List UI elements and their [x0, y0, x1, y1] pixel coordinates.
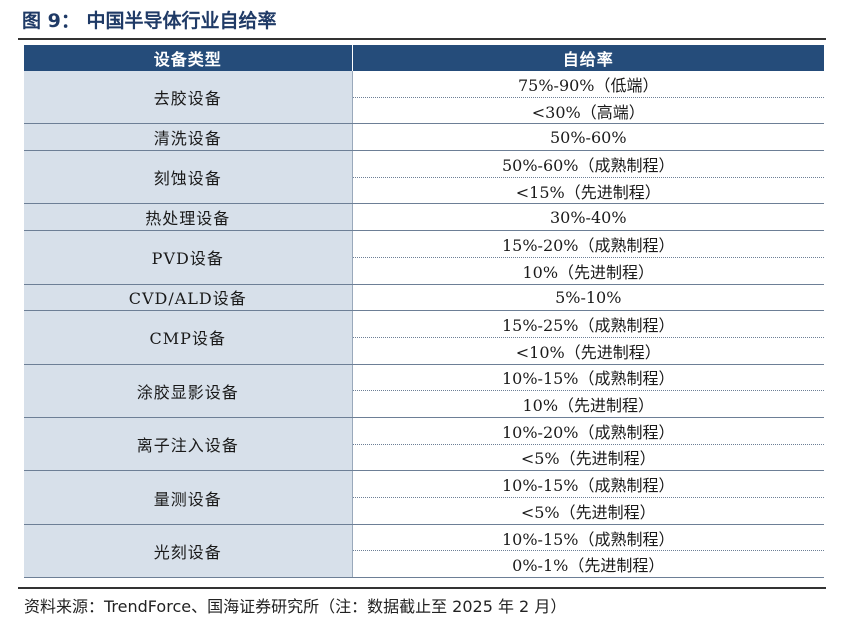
rate-cell: <30%（高端） — [352, 97, 824, 125]
figure-title: 图 9： 中国半导体行业自给率 — [22, 10, 277, 32]
bottom-rule — [18, 587, 826, 589]
table-row: <30%（高端） — [24, 97, 824, 125]
table-row: <15%（先进制程） — [24, 177, 824, 205]
table-row: 量测设备 10%-15%（成熟制程） — [24, 470, 824, 525]
table-row: <5%（先进制程） — [24, 444, 824, 472]
category-cell: 刻蚀设备 — [24, 150, 353, 205]
source-note: 资料来源：TrendForce、国海证券研究所（注：数据截止至 2025 年 2… — [24, 597, 567, 616]
category-cell: 去胶设备 — [24, 71, 353, 125]
top-rule — [18, 38, 826, 40]
rate-cell: 10%-20%（成熟制程） — [352, 417, 824, 445]
category-cell: 涂胶显影设备 — [24, 364, 353, 418]
header-self-sufficiency-rate: 自给率 — [351, 45, 824, 71]
table-row: 清洗设备 50%-60% — [24, 123, 824, 152]
table-row: <5%（先进制程） — [24, 497, 824, 525]
rate-cell: 5%-10% — [352, 284, 824, 312]
table-header-row: 设备类型 自给率 — [24, 45, 824, 71]
rate-cell: 50%-60% — [352, 123, 824, 152]
rate-cell: 15%-25%（成熟制程） — [352, 310, 824, 338]
rate-cell: 10%-15%（成熟制程） — [352, 470, 824, 498]
category-cell: CMP设备 — [24, 310, 353, 365]
self-sufficiency-table: 设备类型 自给率 去胶设备 75%-90%（低端） <30%（高端） 清洗设备 … — [24, 45, 824, 579]
table-row: 0%-1%（先进制程） — [24, 550, 824, 579]
rate-cell: 0%-1%（先进制程） — [352, 550, 824, 579]
table-row: 10%（先进制程） — [24, 257, 824, 285]
rate-cell: <15%（先进制程） — [352, 177, 824, 205]
table-row: 去胶设备 75%-90%（低端） — [24, 71, 824, 125]
category-cell: 清洗设备 — [24, 123, 353, 152]
table-row: PVD设备 15%-20%（成熟制程） — [24, 230, 824, 285]
rate-cell: 10%（先进制程） — [352, 257, 824, 285]
category-cell: 光刻设备 — [24, 524, 353, 579]
rate-cell: 10%（先进制程） — [352, 390, 824, 418]
rate-cell: 75%-90%（低端） — [352, 71, 824, 98]
rate-cell: <5%（先进制程） — [352, 444, 824, 472]
rate-cell: <5%（先进制程） — [352, 497, 824, 525]
table-row: CMP设备 15%-25%（成熟制程） — [24, 310, 824, 365]
table-row: <10%（先进制程） — [24, 337, 824, 365]
rate-cell: 10%-15%（成熟制程） — [352, 524, 824, 552]
table-row: 离子注入设备 10%-20%（成熟制程） — [24, 417, 824, 472]
table-row: 10%（先进制程） — [24, 390, 824, 418]
table-row: CVD/ALD设备 5%-10% — [24, 284, 824, 312]
category-cell: 热处理设备 — [24, 203, 353, 232]
rate-cell: 10%-15%（成熟制程） — [352, 364, 824, 392]
rate-cell: 50%-60%（成熟制程） — [352, 150, 824, 178]
header-equipment-type: 设备类型 — [24, 45, 352, 71]
rate-cell: 30%-40% — [352, 203, 824, 232]
category-cell: PVD设备 — [24, 230, 353, 285]
table-row: 涂胶显影设备 10%-15%（成熟制程） — [24, 364, 824, 418]
table-row: 光刻设备 10%-15%（成熟制程） — [24, 524, 824, 579]
category-cell: 离子注入设备 — [24, 417, 353, 472]
table-body: 去胶设备 75%-90%（低端） <30%（高端） 清洗设备 50%-60% 刻… — [24, 71, 824, 579]
category-cell: CVD/ALD设备 — [24, 284, 353, 312]
table-row: 热处理设备 30%-40% — [24, 203, 824, 232]
table-row: 刻蚀设备 50%-60%（成熟制程） — [24, 150, 824, 205]
category-cell: 量测设备 — [24, 470, 353, 525]
rate-cell: <10%（先进制程） — [352, 337, 824, 365]
rate-cell: 15%-20%（成熟制程） — [352, 230, 824, 258]
